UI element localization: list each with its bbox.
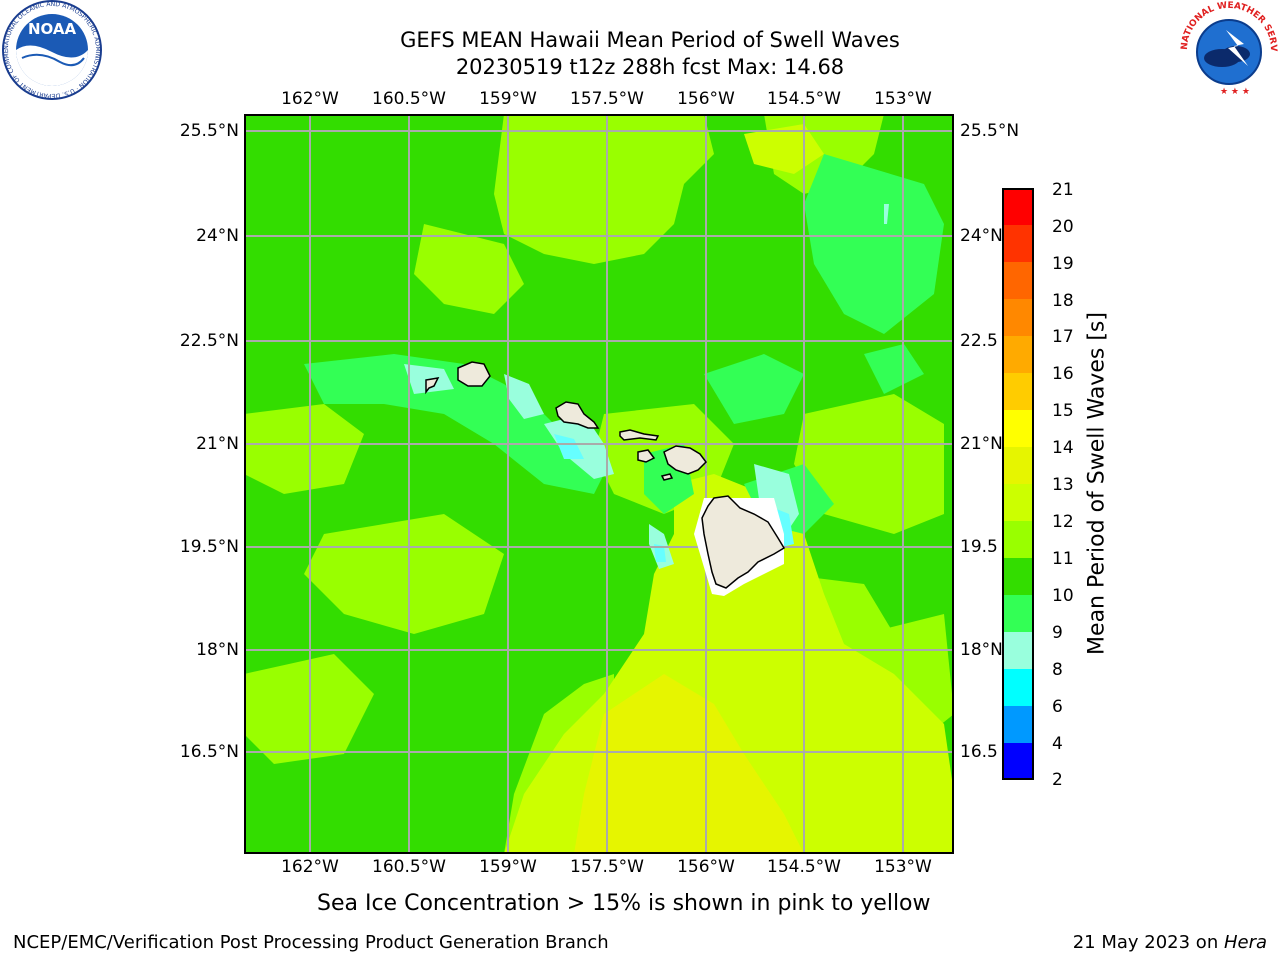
colorbar-label-text: Mean Period of Swell Waves [s] (1084, 312, 1110, 655)
colorbar-swatch (1002, 558, 1034, 596)
colorbar-border (1002, 188, 1034, 780)
colorbar-swatch (1002, 225, 1034, 263)
svg-text:★ ★ ★: ★ ★ ★ (1220, 87, 1250, 97)
colorbar-swatch (1002, 669, 1034, 707)
lat-label-left: 18°N (196, 640, 239, 660)
colorbar-tick: 19 (1052, 254, 1074, 274)
colorbar-tick: 21 (1052, 180, 1074, 200)
sea-ice-note: Sea Ice Concentration > 15% is shown in … (317, 891, 931, 916)
lat-label-left: 16.5°N (179, 742, 239, 762)
colorbar-tick: 12 (1052, 512, 1074, 532)
lat-label-right: 25.5°N (960, 121, 1020, 141)
colorbar-tick: 13 (1052, 475, 1074, 495)
colorbar-swatch (1002, 706, 1034, 744)
island-niihau (425, 377, 440, 395)
colorbar-tick: 9 (1052, 623, 1063, 643)
lat-label-left: 24°N (196, 226, 239, 246)
swell-period-map (244, 114, 954, 854)
island-hawaii (701, 495, 786, 589)
colorbar-tick: 20 (1052, 217, 1074, 237)
lon-label-bottom: 153°W (874, 857, 932, 877)
lon-label-top: 156°W (677, 89, 735, 109)
lat-label-right: 19.5 (960, 537, 998, 557)
colorbar-tick: 16 (1052, 364, 1074, 384)
lon-label-bottom: 160.5°W (372, 857, 446, 877)
colorbar-tick: 14 (1052, 438, 1074, 458)
colorbar-swatch (1002, 743, 1034, 781)
lat-label-right: 16.5 (960, 742, 998, 762)
footer-machine: Hera (1223, 932, 1267, 953)
colorbar-swatch (1002, 632, 1034, 670)
lon-label-top: 159°W (479, 89, 537, 109)
nws-logo: NATIONAL WEATHER SERVICE ★ ★ ★ (1175, 0, 1280, 100)
island-molokai (619, 429, 660, 441)
colorbar-swatch (1002, 373, 1034, 411)
map-graticule (244, 114, 954, 854)
colorbar-tick: 17 (1052, 327, 1074, 347)
lon-label-top: 157.5°W (570, 89, 644, 109)
lat-label-left: 25.5°N (179, 121, 239, 141)
lat-label-left: 21°N (196, 434, 239, 454)
chart-subtitle: 20230519 t12z 288h fcst Max: 14.68 (455, 55, 845, 79)
island-oahu (555, 401, 600, 429)
footer-credit: NCEP/EMC/Verification Post Processing Pr… (13, 932, 609, 953)
colorbar-swatch (1002, 447, 1034, 485)
noaa-logo: NATIONAL OCEANIC AND ATMOSPHERIC ADMINIS… (0, 0, 104, 100)
lat-label-left: 19.5°N (179, 537, 239, 557)
colorbar-swatch (1002, 521, 1034, 559)
lat-label-right: 21°N (960, 434, 1003, 454)
colorbar-swatch (1002, 299, 1034, 337)
colorbar-tick: 2 (1052, 770, 1063, 790)
lon-label-bottom: 157.5°W (570, 857, 644, 877)
colorbar-swatch (1002, 188, 1034, 226)
lon-label-bottom: 156°W (677, 857, 735, 877)
map-border (244, 114, 954, 854)
chart-title: GEFS MEAN Hawaii Mean Period of Swell Wa… (400, 28, 900, 52)
colorbar (1002, 188, 1034, 781)
colorbar-tick: 15 (1052, 401, 1074, 421)
colorbar-swatch (1002, 262, 1034, 300)
island-kauai (457, 361, 491, 387)
colorbar-tick: 8 (1052, 660, 1063, 680)
lat-label-left: 22.5°N (179, 331, 239, 351)
footer-date-text: 21 May 2023 on (1072, 932, 1224, 953)
lon-label-top: 154.5°W (767, 89, 841, 109)
colorbar-tick: 10 (1052, 586, 1074, 606)
lat-label-right: 22.5 (960, 331, 998, 351)
map-field-14-15s (574, 674, 804, 854)
lon-label-top: 162°W (281, 89, 339, 109)
footer-date: 21 May 2023 on Hera (1073, 932, 1267, 953)
lat-label-right: 18°N (960, 640, 1003, 660)
island-lanai (637, 449, 656, 463)
colorbar-tick: 4 (1052, 734, 1063, 754)
colorbar-swatch (1002, 410, 1034, 448)
colorbar-tick: 6 (1052, 697, 1063, 717)
colorbar-tick: 18 (1052, 291, 1074, 311)
colorbar-swatch (1002, 595, 1034, 633)
island-kahoolawe (660, 473, 674, 481)
noaa-logo-text: NOAA (28, 20, 77, 38)
colorbar-swatches (1002, 188, 1034, 781)
colorbar-swatch (1002, 484, 1034, 522)
lon-label-top: 153°W (874, 89, 932, 109)
lon-label-bottom: 159°W (479, 857, 537, 877)
colorbar-swatch (1002, 336, 1034, 374)
lon-label-bottom: 154.5°W (767, 857, 841, 877)
lon-label-top: 160.5°W (372, 89, 446, 109)
lon-label-bottom: 162°W (281, 857, 339, 877)
map-islands (425, 361, 707, 481)
lat-label-right: 24°N (960, 226, 1003, 246)
colorbar-tick: 11 (1052, 549, 1074, 569)
island-maui (663, 445, 707, 475)
